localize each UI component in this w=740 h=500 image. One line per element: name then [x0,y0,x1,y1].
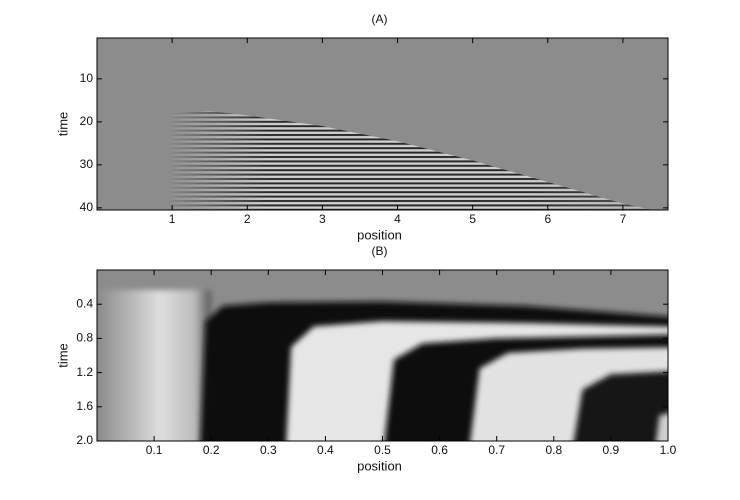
x-tick-label: 0.3 [260,443,277,457]
x-tick-label: 0.9 [603,443,620,457]
x-tick-label: 4 [394,212,401,226]
wave-band [573,371,668,441]
x-tick-label: 0.8 [545,443,562,457]
left-glow [97,290,212,441]
wave-stripes [172,111,653,210]
x-tick-label: 1.0 [660,443,677,457]
x-axis-label: position [357,227,402,242]
plot-frame [96,37,669,211]
x-tick-label: 0.4 [317,443,334,457]
x-tick-label: 3 [319,212,326,226]
x-tick-label: 0.6 [431,443,448,457]
y-tick-label: 1.6 [76,399,93,413]
x-tick-label: 2 [244,212,251,226]
heatmap-image [97,270,668,441]
y-tick-label: 40 [80,200,94,214]
x-tick-label: 5 [469,212,476,226]
panel: 0.1 0.2 0.3 0.4 0.5 0.6 0.7 0.8 0.9 1.0 0.4 0.8 1.2 1… [55,244,677,473]
y-tick-label: 0.4 [76,296,93,310]
panel: 1 2 3 4 5 6 7 10 20 30 40 (A) position time [55,12,669,242]
y-tick-label: 2.0 [76,433,93,447]
x-axis-label: position [357,458,402,473]
chart-title: (B) [372,244,388,258]
x-tick-label: 0.1 [146,443,163,457]
x-tick-label: 0.5 [374,443,391,457]
wave-band [656,413,668,441]
x-tick-label: 0.2 [203,443,220,457]
x-tick-label: 1 [169,212,176,226]
y-tick-label: 10 [80,71,94,85]
y-axis-label: time [55,112,70,137]
x-tick-label: 6 [544,212,551,226]
heatmap-image [97,38,668,210]
y-tick-label: 30 [80,157,94,171]
x-tick-label: 0.7 [488,443,505,457]
chart-title: (A) [372,12,388,26]
x-tick-label: 7 [620,212,627,226]
y-tick-label: 0.8 [76,331,93,345]
y-axis-label: time [55,343,70,368]
y-tick-label: 1.2 [76,365,93,379]
y-tick-label: 20 [80,114,94,128]
